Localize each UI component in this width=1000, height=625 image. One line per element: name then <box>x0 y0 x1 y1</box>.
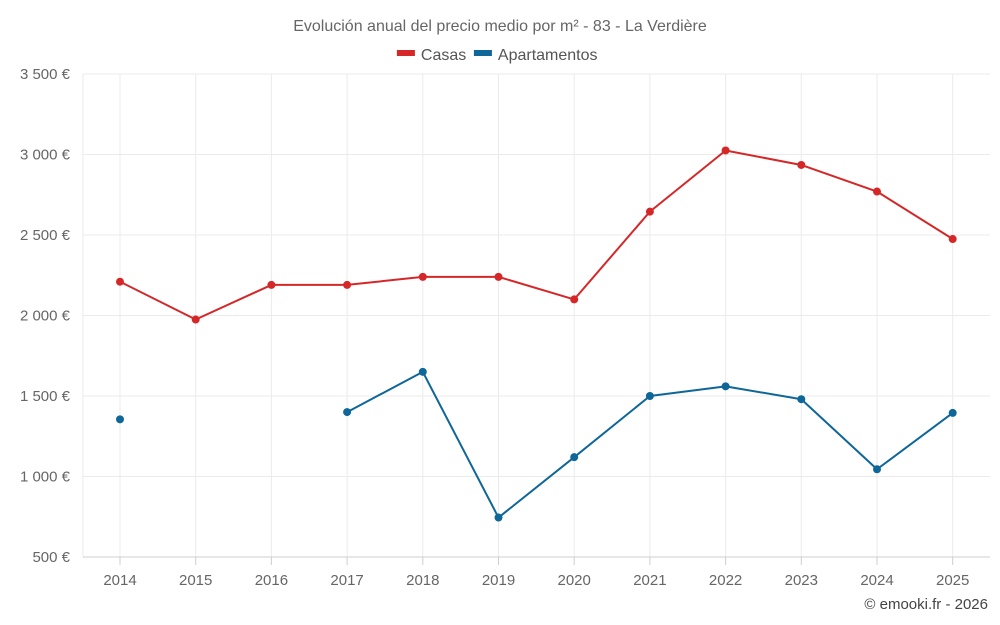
series-line-casas <box>119 149 954 321</box>
chart-axes: 500 € 1 000 € 1 500 € 2 000 € 2 500 € 3 000 €… <box>20 66 990 589</box>
chart-series <box>116 146 957 522</box>
x-tick-label: 2020 <box>558 572 591 589</box>
series-casas <box>116 146 957 324</box>
x-tick-label: 2018 <box>406 572 439 589</box>
data-point-apartamentos[interactable] <box>797 395 806 404</box>
x-tick-label: 2022 <box>709 572 742 589</box>
chart-title: Evolución anual del precio medio por m² … <box>293 18 707 35</box>
data-point-apartamentos[interactable] <box>721 382 730 391</box>
data-point-apartamentos[interactable] <box>418 367 427 376</box>
x-tick-label: 2015 <box>179 572 212 589</box>
x-tick-label: 2019 <box>482 572 515 589</box>
data-point-casas[interactable] <box>721 146 730 155</box>
data-point-casas[interactable] <box>267 280 276 289</box>
data-point-casas[interactable] <box>343 280 352 289</box>
data-point-casas[interactable] <box>116 277 124 286</box>
legend-label: Casas <box>421 47 466 64</box>
y-tick-label: 3 000 € <box>20 147 71 164</box>
chart-grid <box>82 73 990 557</box>
chart-legend: Casas Apartamentos <box>396 47 598 64</box>
data-point-apartamentos[interactable] <box>343 408 352 417</box>
x-tick-label: 2025 <box>936 572 969 589</box>
data-point-apartamentos[interactable] <box>948 408 957 417</box>
data-point-casas[interactable] <box>645 207 654 216</box>
x-tick-label: 2021 <box>633 572 666 589</box>
data-point-casas[interactable] <box>418 272 427 281</box>
data-point-apartamentos[interactable] <box>494 513 503 522</box>
x-tick-label: 2024 <box>860 572 893 589</box>
data-point-casas[interactable] <box>570 295 579 304</box>
legend-swatch <box>396 50 415 56</box>
x-tick-label: 2017 <box>330 572 363 589</box>
series-apartamentos <box>116 367 957 522</box>
legend-item-apartamentos[interactable]: Apartamentos <box>473 47 598 64</box>
y-tick-label: 2 000 € <box>20 308 71 325</box>
legend-item-casas[interactable]: Casas <box>396 47 466 64</box>
data-point-apartamentos[interactable] <box>873 465 881 474</box>
x-tick-label: 2023 <box>785 572 818 589</box>
y-tick-label: 1 000 € <box>20 469 71 486</box>
data-point-casas[interactable] <box>191 315 200 324</box>
data-point-casas[interactable] <box>494 272 503 281</box>
data-point-casas[interactable] <box>948 235 957 244</box>
data-point-apartamentos[interactable] <box>570 453 579 462</box>
y-tick-label: 2 500 € <box>20 227 71 244</box>
x-tick-label: 2016 <box>255 572 288 589</box>
legend-swatch <box>473 50 492 56</box>
data-point-casas[interactable] <box>873 187 881 196</box>
legend-label: Apartamentos <box>498 47 598 64</box>
chart-credit: © emooki.fr - 2026 <box>864 596 988 613</box>
x-tick-label: 2014 <box>103 572 136 589</box>
y-tick-label: 500 € <box>32 549 70 566</box>
data-point-apartamentos[interactable] <box>645 392 654 400</box>
y-tick-label: 3 500 € <box>20 66 71 83</box>
data-point-apartamentos[interactable] <box>116 415 124 424</box>
data-point-casas[interactable] <box>797 160 806 169</box>
y-tick-label: 1 500 € <box>20 388 71 405</box>
